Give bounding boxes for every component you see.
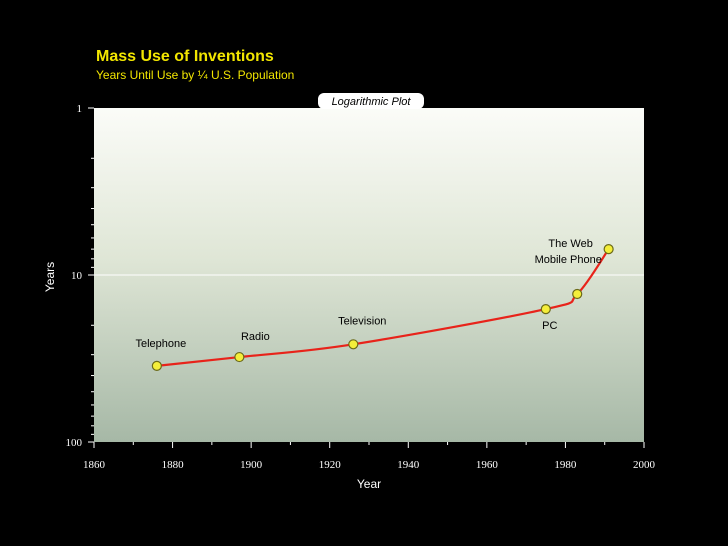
x-tick-label: 1960 [476, 459, 499, 471]
data-points: Telephone Radio Television PC Mobile Phone Th… [135, 238, 614, 371]
x-tick-label: 1860 [83, 459, 106, 471]
chart-title: Mass Use of Inventions [96, 48, 274, 65]
x-tick-label: 1920 [319, 459, 342, 471]
chart-subtitle: Years Until Use by ¼ U.S. Population [96, 68, 295, 82]
data-label: PC [542, 320, 557, 332]
x-tick-label: 1940 [397, 459, 420, 471]
data-label: Radio [241, 331, 270, 343]
data-label: Television [338, 315, 386, 327]
data-point [234, 351, 245, 363]
data-label: Mobile Phone [535, 254, 602, 266]
x-tick-label: 1880 [162, 459, 185, 471]
y-tick-label: 100 [66, 437, 83, 449]
x-tick-label: 2000 [633, 459, 656, 471]
x-tick-label: 1900 [240, 459, 263, 471]
data-point [151, 360, 162, 371]
data-point [348, 339, 359, 350]
y-axis: 1 10 100 [66, 103, 94, 449]
x-tick-label: 1980 [554, 459, 577, 471]
plot-label: Logarithmic Plot [332, 96, 412, 108]
data-label: The Web [548, 238, 592, 250]
y-tick-label: 1 [77, 103, 83, 115]
data-label: Telephone [135, 338, 186, 350]
x-axis-label: Year [357, 477, 381, 491]
data-point [603, 244, 614, 255]
plot-label-badge [318, 93, 424, 109]
y-tick-label: 10 [71, 270, 83, 282]
data-point [540, 303, 551, 315]
data-point [572, 288, 583, 300]
y-axis-label: Years [43, 262, 57, 292]
x-axis: 1860 1880 1900 1920 1940 1960 1980 2000 [83, 442, 656, 471]
